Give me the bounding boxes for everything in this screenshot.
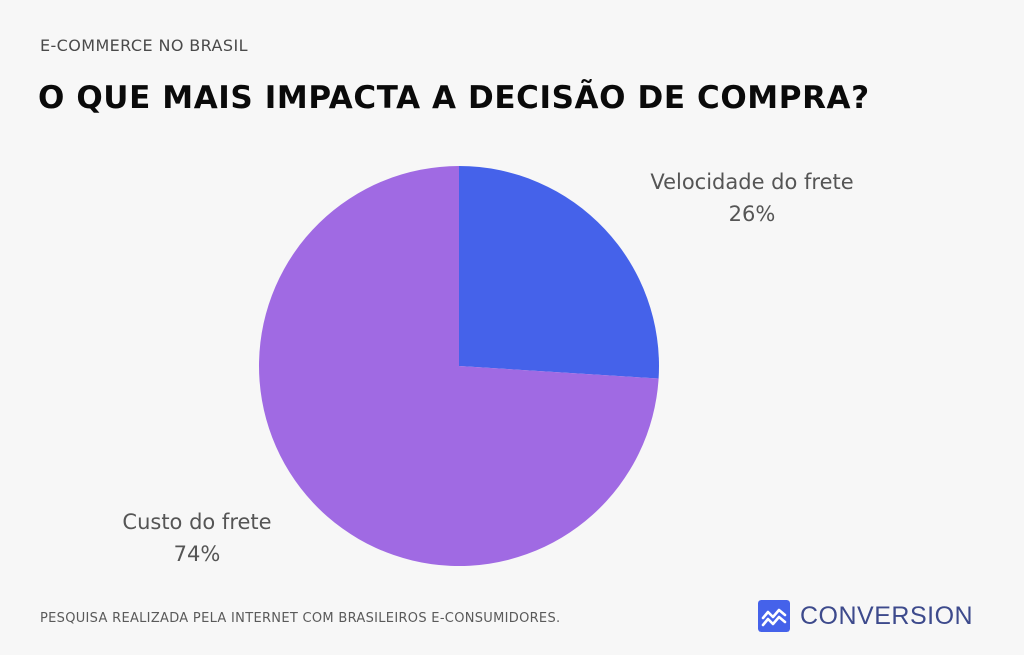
source-footnote: PESQUISA REALIZADA PELA INTERNET COM BRA… bbox=[40, 611, 561, 626]
brand-name: CONVERSION bbox=[800, 601, 974, 630]
slice-label-velocidade: Velocidade do frete 26% bbox=[632, 166, 872, 230]
pie-slice-velocidade bbox=[459, 166, 659, 379]
chart-title: O QUE MAIS IMPACTA A DECISÃO DE COMPRA? bbox=[38, 80, 870, 116]
slice-value: 74% bbox=[173, 542, 221, 566]
chart-kicker: E-COMMERCE NO BRASIL bbox=[40, 36, 248, 55]
trend-chart-icon bbox=[758, 600, 790, 632]
slice-name: Custo do frete bbox=[122, 510, 272, 534]
slice-name: Velocidade do frete bbox=[650, 170, 854, 194]
pie-slice-custo bbox=[258, 166, 659, 566]
slice-value: 26% bbox=[728, 202, 776, 226]
slice-label-custo: Custo do frete 74% bbox=[92, 506, 302, 570]
brand-logo: CONVERSION bbox=[758, 600, 973, 632]
